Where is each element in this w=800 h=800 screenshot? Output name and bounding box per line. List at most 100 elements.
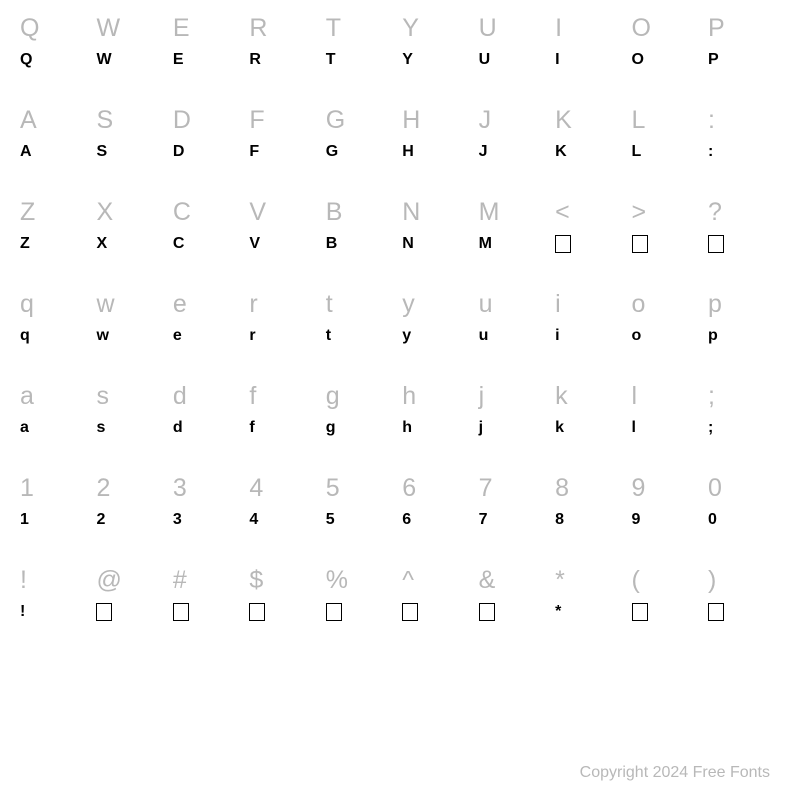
sample-glyph [402,598,474,626]
reference-glyph: o [632,286,704,322]
sample-glyph: E [173,46,245,74]
reference-glyph: Z [20,194,92,230]
reference-glyph: R [249,10,321,46]
reference-glyph: 7 [479,470,551,506]
reference-row: qwertyuiop [20,286,780,322]
reference-glyph: X [96,194,168,230]
sample-glyph: J [479,138,551,166]
sample-glyph: U [479,46,551,74]
reference-glyph: P [708,10,780,46]
sample-glyph: F [249,138,321,166]
sample-glyph [96,598,168,626]
sample-glyph: d [173,414,245,442]
missing-glyph-icon [173,603,189,621]
reference-glyph: M [479,194,551,230]
reference-glyph: @ [96,562,168,598]
sample-glyph: 7 [479,506,551,534]
reference-glyph: 0 [708,470,780,506]
reference-glyph: < [555,194,627,230]
reference-glyph: W [96,10,168,46]
sample-glyph: ! [20,598,92,626]
sample-glyph: V [249,230,321,258]
char-row-pair: 12345678901234567890 [20,470,780,534]
sample-glyph: * [555,598,627,626]
reference-glyph: q [20,286,92,322]
sample-glyph: P [708,46,780,74]
sample-glyph: R [249,46,321,74]
missing-glyph-icon [96,603,112,621]
font-character-map: QWERTYUIOPQWERTYUIOPASDFGHJKL:ASDFGHJKL:… [20,10,780,654]
reference-glyph: p [708,286,780,322]
reference-glyph: 4 [249,470,321,506]
reference-glyph: s [96,378,168,414]
sample-glyph: o [632,322,704,350]
missing-glyph-icon [326,603,342,621]
sample-glyph: y [402,322,474,350]
sample-glyph: L [632,138,704,166]
sample-glyph: K [555,138,627,166]
reference-glyph: F [249,102,321,138]
reference-glyph: ) [708,562,780,598]
sample-glyph: B [326,230,398,258]
reference-glyph: 9 [632,470,704,506]
sample-glyph: D [173,138,245,166]
reference-glyph: > [632,194,704,230]
sample-glyph: Z [20,230,92,258]
reference-glyph: 3 [173,470,245,506]
sample-glyph: 3 [173,506,245,534]
sample-glyph: r [249,322,321,350]
sample-glyph: G [326,138,398,166]
sample-glyph: 1 [20,506,92,534]
sample-glyph: M [479,230,551,258]
char-row-pair: asdfghjkl;asdfghjkl; [20,378,780,442]
sample-glyph: : [708,138,780,166]
sample-glyph: 6 [402,506,474,534]
sample-glyph: C [173,230,245,258]
reference-glyph: ! [20,562,92,598]
reference-glyph: B [326,194,398,230]
sample-glyph [326,598,398,626]
sample-glyph [173,598,245,626]
sample-glyph: j [479,414,551,442]
reference-glyph: I [555,10,627,46]
sample-glyph: W [96,46,168,74]
reference-row: asdfghjkl; [20,378,780,414]
reference-glyph: ? [708,194,780,230]
sample-glyph: l [632,414,704,442]
missing-glyph-icon [402,603,418,621]
sample-glyph: u [479,322,551,350]
reference-glyph: l [632,378,704,414]
sample-glyph: 8 [555,506,627,534]
reference-glyph: u [479,286,551,322]
reference-glyph: 6 [402,470,474,506]
reference-row: ASDFGHJKL: [20,102,780,138]
missing-glyph-icon [632,603,648,621]
sample-glyph: f [249,414,321,442]
reference-row: 1234567890 [20,470,780,506]
reference-row: !@#$%^&*() [20,562,780,598]
reference-row: ZXCVBNM<>? [20,194,780,230]
reference-glyph: 2 [96,470,168,506]
sample-glyph: g [326,414,398,442]
sample-glyph: Y [402,46,474,74]
reference-glyph: 8 [555,470,627,506]
reference-glyph: K [555,102,627,138]
reference-glyph: t [326,286,398,322]
sample-glyph: a [20,414,92,442]
sample-glyph [632,598,704,626]
reference-glyph: A [20,102,92,138]
reference-glyph: k [555,378,627,414]
reference-glyph: h [402,378,474,414]
sample-glyph: i [555,322,627,350]
sample-glyph: p [708,322,780,350]
sample-row: asdfghjkl; [20,414,780,442]
missing-glyph-icon [479,603,495,621]
sample-glyph: 4 [249,506,321,534]
sample-glyph: ; [708,414,780,442]
char-row-pair: ZXCVBNM<>?ZXCVBNM [20,194,780,258]
reference-glyph: T [326,10,398,46]
sample-row: ASDFGHJKL: [20,138,780,166]
sample-glyph: t [326,322,398,350]
reference-glyph: # [173,562,245,598]
sample-glyph: 0 [708,506,780,534]
